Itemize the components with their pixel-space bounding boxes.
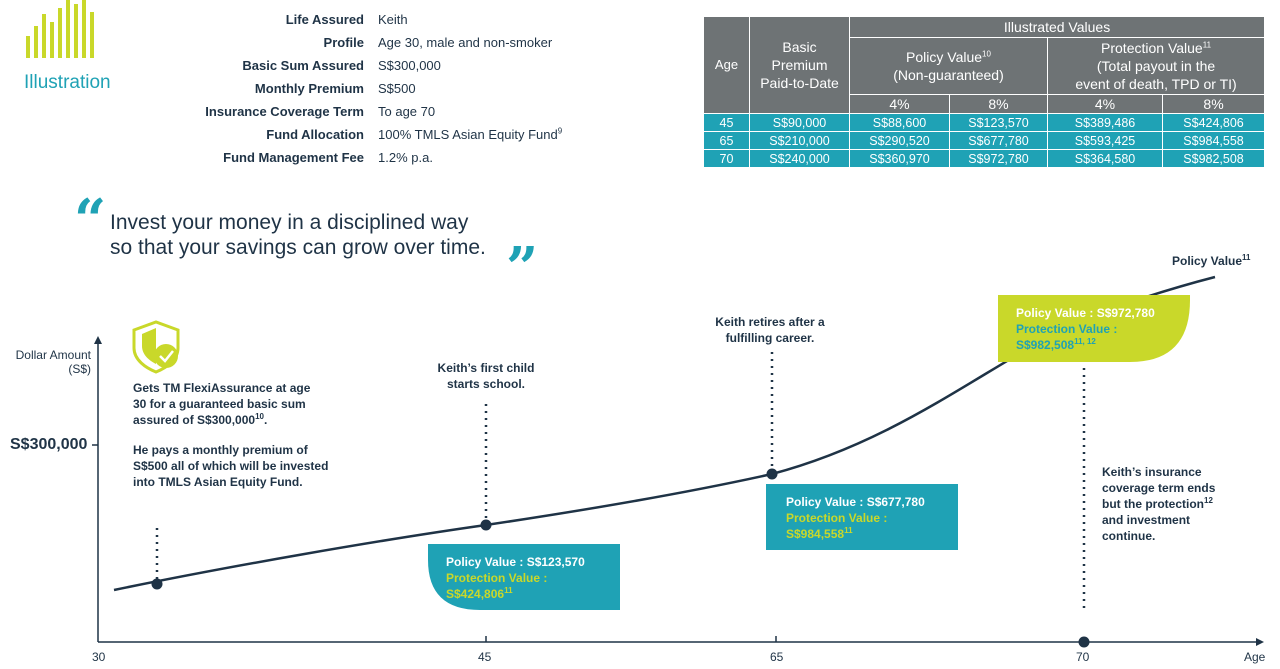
milestone-start-text: Gets TM FlexiAssurance at age 30 for a g… (133, 381, 329, 489)
profile-label: Fund Management Fee (223, 150, 364, 165)
table-cell: S$984,558 (1161, 131, 1266, 150)
premium-header: Basic Premium Paid-to-Date (749, 16, 850, 114)
rate-header: 8% (949, 94, 1048, 114)
y-axis-arrow-icon (94, 336, 102, 344)
y-axis-label: Dollar Amount (S$) (15, 348, 91, 376)
callout-age-65: Policy Value : S$677,780 Protection Valu… (786, 495, 925, 541)
callout-age-70: Policy Value : S$972,780 Protection Valu… (1016, 306, 1155, 352)
table-cell: S$982,508 (1161, 149, 1266, 168)
illustrated-values-table: Age Basic Premium Paid-to-Date Illustrated… (703, 16, 1266, 168)
table-cell: S$424,806 (1161, 113, 1266, 132)
profile-label: Insurance Coverage Term (205, 104, 364, 119)
table-cell: S$88,600 (849, 113, 950, 132)
profile-label: Monthly Premium (254, 81, 364, 96)
close-quote-icon: ” (506, 235, 539, 301)
profile-label: Basic Sum Assured (242, 58, 364, 73)
rate-header: 8% (1161, 94, 1266, 114)
milestone-school-text: Keith’s first child starts school. (437, 361, 535, 391)
callout-tile (766, 484, 958, 550)
policy-value-header: Policy Value10 (Non-guaranteed) (849, 37, 1048, 95)
table-cell: 45 (703, 113, 750, 132)
callout-tile (428, 544, 620, 610)
table-row: 45 S$90,000 S$88,600 S$123,570 S$389,486… (703, 113, 1266, 132)
x-tick-label: 65 (770, 650, 784, 664)
milestone-marker (766, 468, 778, 480)
milestone-marker (480, 519, 492, 531)
x-tick-label: 45 (478, 650, 492, 664)
x-tick-label: 30 (92, 650, 106, 664)
profile-value: To age 70 (378, 104, 436, 119)
profile-value: Age 30, male and non-smoker (378, 35, 553, 50)
open-quote-icon: “ (74, 187, 107, 253)
profile-row: Fund Management Fee 1.2% p.a. (140, 150, 433, 172)
milestone-marker (151, 578, 163, 590)
table-cell: 65 (703, 131, 750, 150)
profile-row: Profile Age 30, male and non-smoker (140, 35, 553, 57)
milestone-end-text: Keith’s insurance coverage term ends but… (1102, 465, 1216, 543)
profile-value: Keith (378, 12, 408, 27)
quote-text: Invest your money in a disciplined way s… (110, 211, 486, 259)
shield-check-icon (132, 320, 180, 374)
table-cell: S$210,000 (749, 131, 850, 150)
table-cell: S$364,580 (1047, 149, 1163, 168)
table-cell: 70 (703, 149, 750, 168)
profile-value: S$300,000 (378, 58, 441, 73)
table-row: 70 S$240,000 S$360,970 S$972,780 S$364,5… (703, 149, 1266, 168)
profile-value: 100% TMLS Asian Equity Fund9 (378, 126, 563, 142)
protection-value-header: Protection Value11 (Total payout in the ev… (1046, 37, 1266, 95)
rate-header: 4% (849, 94, 950, 114)
x-axis-label: Age (1244, 650, 1266, 664)
y-tick-label: S$300,000 (10, 436, 88, 453)
logo-label: Illustration (24, 72, 111, 93)
x-axis-arrow-icon (1256, 638, 1264, 646)
callout-tile (998, 295, 1190, 362)
table-cell: S$240,000 (749, 149, 850, 168)
milestone-marker (1078, 636, 1090, 648)
profile-label: Profile (323, 35, 364, 50)
profile-value: 1.2% p.a. (378, 150, 433, 165)
table-cell: S$90,000 (749, 113, 850, 132)
profile-label: Fund Allocation (266, 127, 364, 142)
profile-row: Life Assured Keith (140, 12, 408, 34)
footnote-sup: 9 (557, 126, 563, 136)
x-tick-label: 70 (1076, 650, 1090, 664)
milestone-retire-text: Keith retires after a fulfilling career. (715, 315, 825, 345)
profile-row: Fund Allocation 100% TMLS Asian Equity F… (140, 127, 562, 149)
age-header: Age (703, 16, 750, 114)
line-label: Policy Value11 (1172, 253, 1251, 269)
profile-value: S$500 (378, 81, 416, 96)
table-cell: S$360,970 (849, 149, 950, 168)
bar-chart-icon (26, 0, 94, 58)
profile-row: Monthly Premium S$500 (140, 81, 416, 103)
profile-row: Basic Sum Assured S$300,000 (140, 58, 441, 80)
callout-age-45: Policy Value : S$123,570 Protection Valu… (446, 555, 585, 601)
profile-row: Insurance Coverage Term To age 70 (140, 104, 435, 126)
table-cell: S$972,780 (949, 149, 1048, 168)
table-cell: S$123,570 (949, 113, 1048, 132)
profile-label: Life Assured (285, 12, 364, 27)
